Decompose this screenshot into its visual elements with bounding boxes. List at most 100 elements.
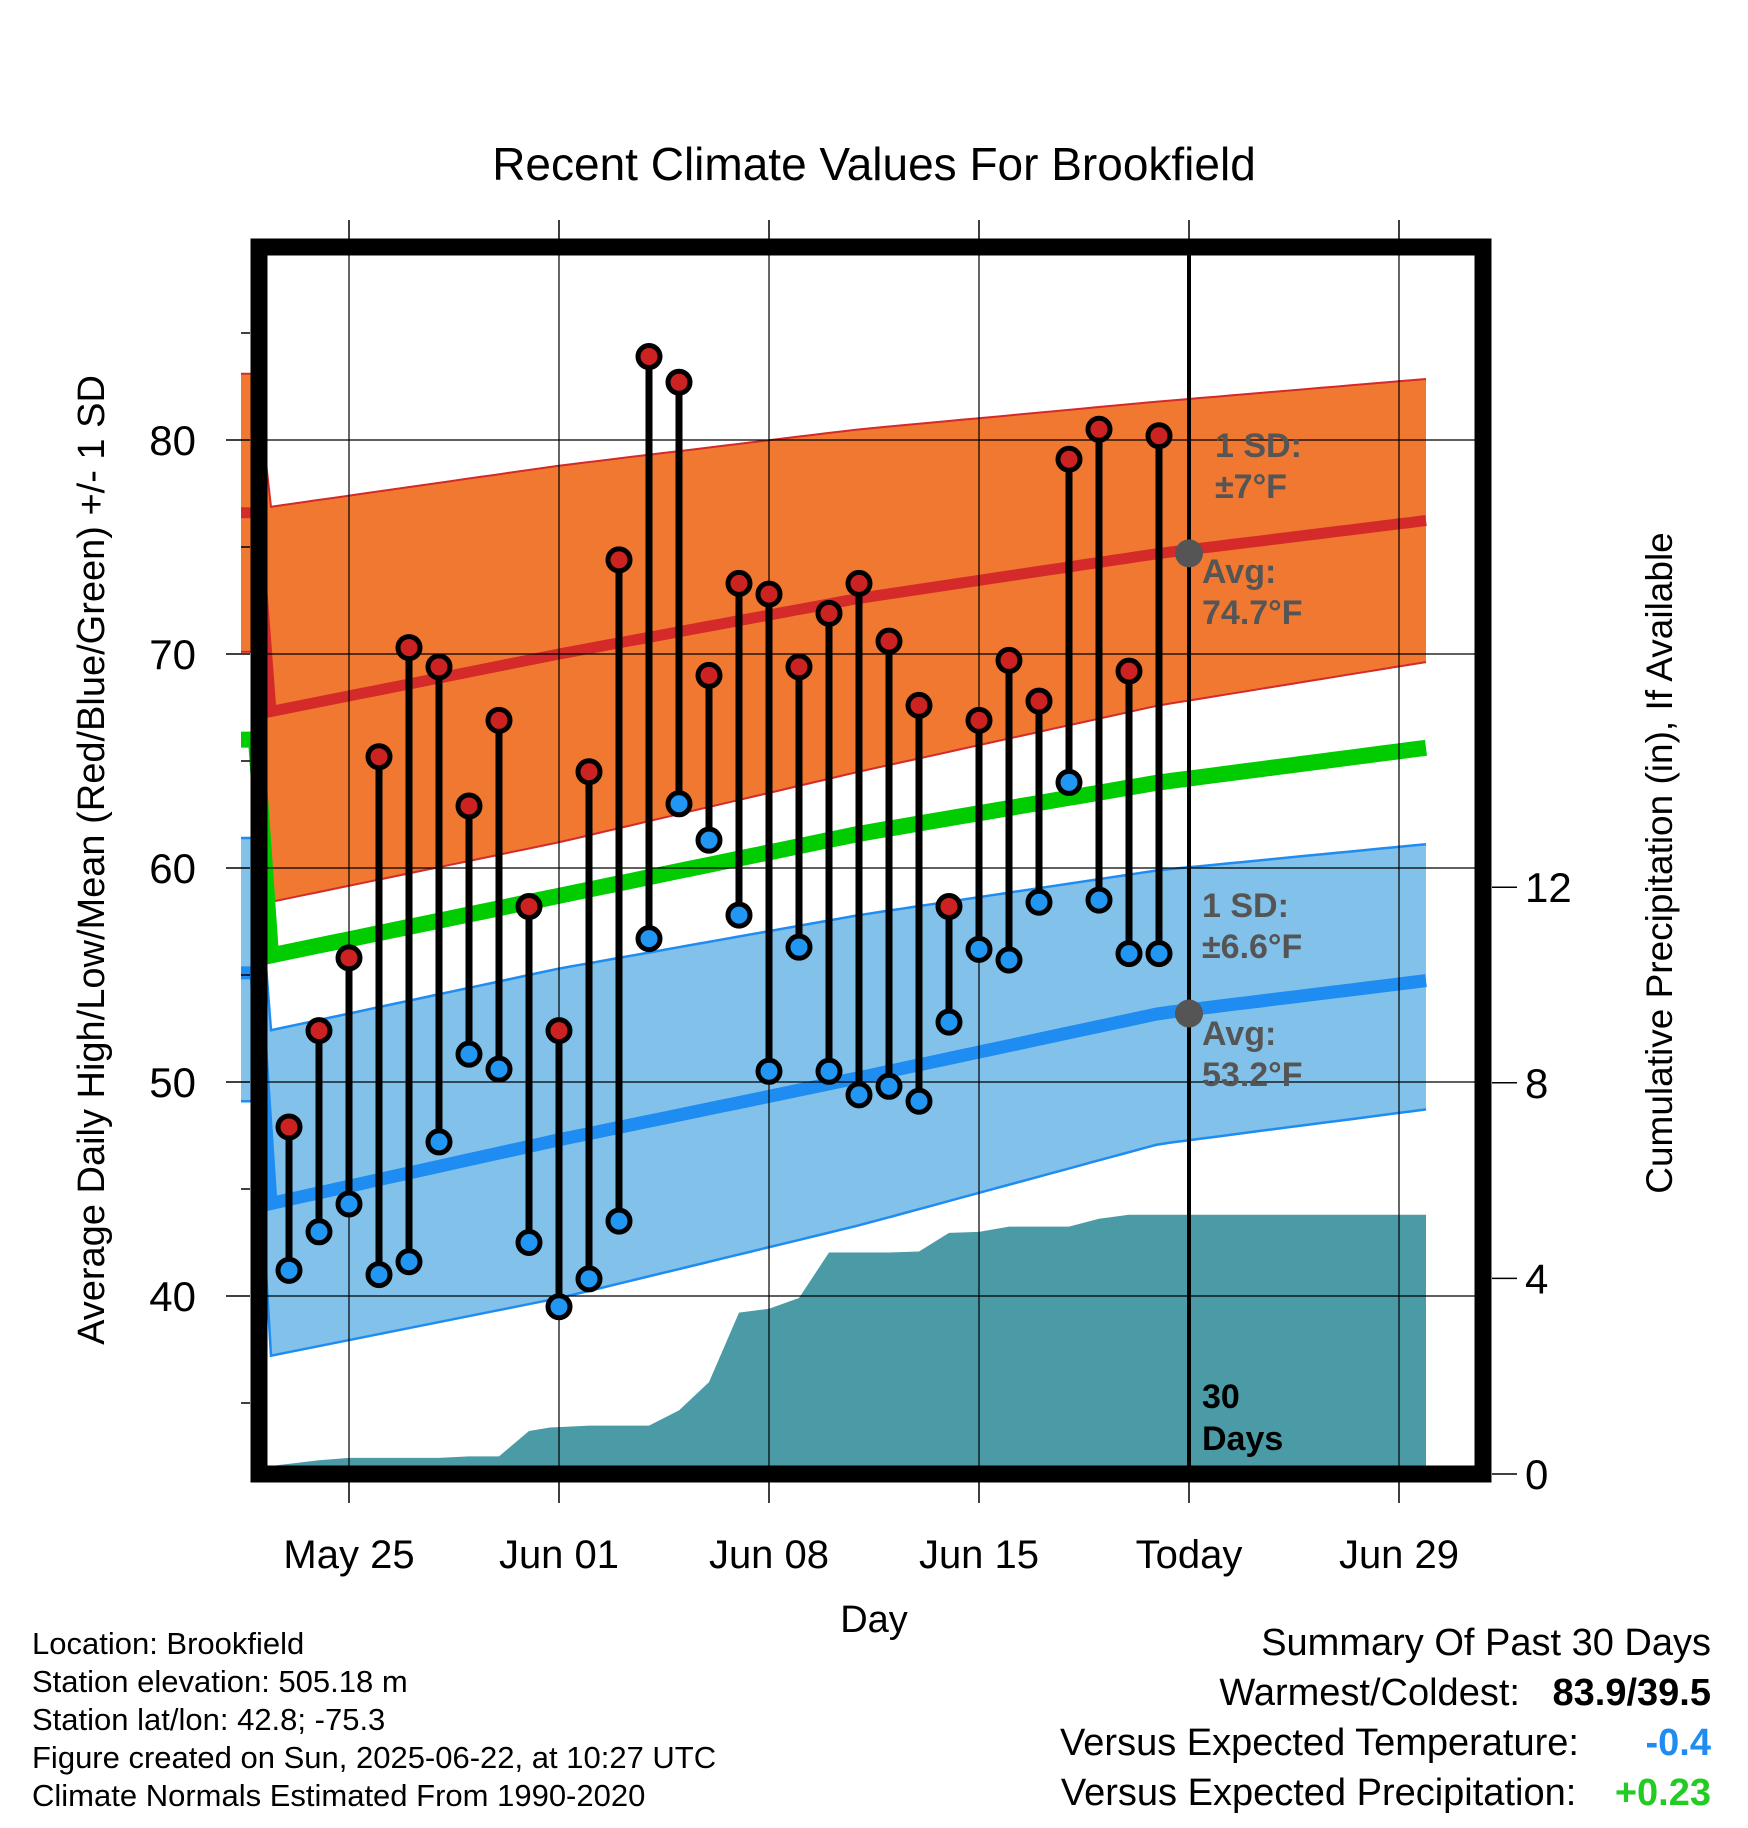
daily-high-point xyxy=(485,706,513,734)
daily-high-point xyxy=(395,634,423,662)
daily-high-point xyxy=(455,792,483,820)
daily-low-point xyxy=(755,1057,783,1085)
daily-high-point xyxy=(935,893,963,921)
daily-low-point xyxy=(395,1248,423,1276)
x-tick-label-10: Jun 01 xyxy=(499,1533,619,1577)
summary-precip-row: Versus Expected Precipitation: +0.23 xyxy=(1060,1768,1711,1818)
daily-low-point xyxy=(365,1261,393,1289)
daily-high-point xyxy=(695,661,723,689)
daily-low-point xyxy=(815,1057,843,1085)
high-sd-label-1: 1 SD: xyxy=(1215,427,1302,465)
chart-title: Recent Climate Values For Brookfield xyxy=(492,138,1256,190)
summary-title: Summary Of Past 30 Days xyxy=(1261,1622,1711,1664)
y-tick-label-70: 70 xyxy=(149,631,196,678)
daily-high-point xyxy=(335,944,363,972)
high-sd-band xyxy=(241,373,1426,902)
x-tick-label-3: May 25 xyxy=(283,1533,414,1577)
daily-low-point xyxy=(1055,768,1083,796)
daily-low-point xyxy=(635,925,663,953)
low-sd-label-1: 1 SD: xyxy=(1202,887,1289,925)
elevation-text: Station elevation: 505.18 m xyxy=(32,1664,408,1699)
location-text: Location: Brookfield xyxy=(32,1626,305,1661)
low-sd-band xyxy=(241,838,1426,1356)
daily-low-point xyxy=(455,1040,483,1068)
low-sd-label-2: ±6.6°F xyxy=(1202,928,1302,966)
daily-low-point xyxy=(875,1072,903,1100)
summary-warm-cold-row: Warmest/Coldest: 83.9/39.5 xyxy=(1060,1668,1711,1718)
x-tick-label-31: Today xyxy=(1136,1533,1243,1577)
high-sd-upper-line xyxy=(241,372,1427,508)
warm-cold-label: Warmest/Coldest: xyxy=(1219,1672,1520,1714)
precipitation-area xyxy=(241,1214,1426,1474)
precip-label: Versus Expected Precipitation: xyxy=(1060,1772,1577,1814)
summary-panel: Summary Of Past 30 Days Warmest/Coldest:… xyxy=(1060,1618,1711,1818)
daily-high-point xyxy=(845,569,873,597)
daily-high-point xyxy=(875,627,903,655)
daily-low-point xyxy=(545,1293,573,1321)
today-window-label-1: 30 xyxy=(1202,1378,1240,1416)
daily-high-point xyxy=(965,706,993,734)
daily-low-point xyxy=(425,1128,453,1156)
daily-low-point xyxy=(305,1218,333,1246)
daily-high-point xyxy=(1115,657,1143,685)
daily-low-point xyxy=(905,1087,933,1115)
high-sd-label-2: ±7°F xyxy=(1215,468,1287,506)
daily-high-point xyxy=(275,1113,303,1141)
station-info: Location: Brookfield Station elevation: … xyxy=(32,1625,716,1815)
daily-low-point xyxy=(725,901,753,929)
daily-low-point xyxy=(665,790,693,818)
temp-label: Versus Expected Temperature: xyxy=(1060,1722,1579,1764)
x-axis-label: Day xyxy=(840,1599,908,1641)
daily-high-point xyxy=(995,646,1023,674)
x-tick-label-38: Jun 29 xyxy=(1339,1533,1459,1577)
plot-frame xyxy=(250,238,1492,1483)
y-tick-label-40: 40 xyxy=(149,1273,196,1320)
y-tick-label-60: 60 xyxy=(149,845,196,892)
daily-low-point xyxy=(965,935,993,963)
daily-high-point xyxy=(515,893,543,921)
x-tick-label-24: Jun 15 xyxy=(919,1533,1039,1577)
daily-high-point xyxy=(425,653,453,681)
high-avg-label-1: Avg: xyxy=(1202,553,1276,591)
normals-text: Climate Normals Estimated From 1990-2020 xyxy=(32,1778,646,1813)
daily-low-point xyxy=(785,933,813,961)
daily-low-point xyxy=(485,1055,513,1083)
daily-high-point xyxy=(665,368,693,396)
daily-high-point xyxy=(605,546,633,574)
today-high-avg-dot xyxy=(1175,539,1203,568)
daily-high-point xyxy=(1025,687,1053,715)
high-avg-label-2: 74.7°F xyxy=(1202,594,1303,632)
daily-low-point xyxy=(335,1190,363,1218)
daily-high-point xyxy=(815,599,843,627)
y2-axis-label: Cumulative Precipitation (in), If Availa… xyxy=(1639,532,1680,1194)
daily-high-point xyxy=(905,691,933,719)
daily-low-point xyxy=(995,946,1023,974)
today-window-label-2: Days xyxy=(1202,1420,1283,1458)
daily-low-point xyxy=(935,1008,963,1036)
daily-high-point xyxy=(755,580,783,608)
x-tick-label-17: Jun 08 xyxy=(709,1533,829,1577)
daily-low-point xyxy=(605,1207,633,1235)
low-avg-label-1: Avg: xyxy=(1202,1015,1276,1053)
daily-low-point xyxy=(1025,888,1053,916)
daily-high-point xyxy=(575,758,603,786)
daily-high-point xyxy=(1145,422,1173,450)
temp-value: -0.4 xyxy=(1645,1722,1711,1764)
daily-high-point xyxy=(785,653,813,681)
daily-low-point xyxy=(1115,940,1143,968)
warm-cold-value: 83.9/39.5 xyxy=(1552,1672,1711,1714)
y-tick-label-50: 50 xyxy=(149,1059,196,1106)
y2-tick-label-0: 0 xyxy=(1525,1451,1548,1498)
y2-tick-label-12: 12 xyxy=(1525,864,1572,911)
daily-low-point xyxy=(275,1256,303,1284)
precip-value: +0.23 xyxy=(1614,1772,1711,1814)
y-axis-label: Average Daily High/Low/Mean (Red/Blue/Gr… xyxy=(71,375,113,1345)
daily-high-point xyxy=(635,343,663,371)
daily-high-point xyxy=(365,743,393,771)
latlon-text: Station lat/lon: 42.8; -75.3 xyxy=(32,1702,386,1737)
y2-tick-label-4: 4 xyxy=(1525,1255,1548,1302)
daily-high-point xyxy=(1085,415,1113,443)
daily-low-point xyxy=(695,826,723,854)
y2-tick-label-8: 8 xyxy=(1525,1060,1548,1107)
daily-low-point xyxy=(1085,886,1113,914)
